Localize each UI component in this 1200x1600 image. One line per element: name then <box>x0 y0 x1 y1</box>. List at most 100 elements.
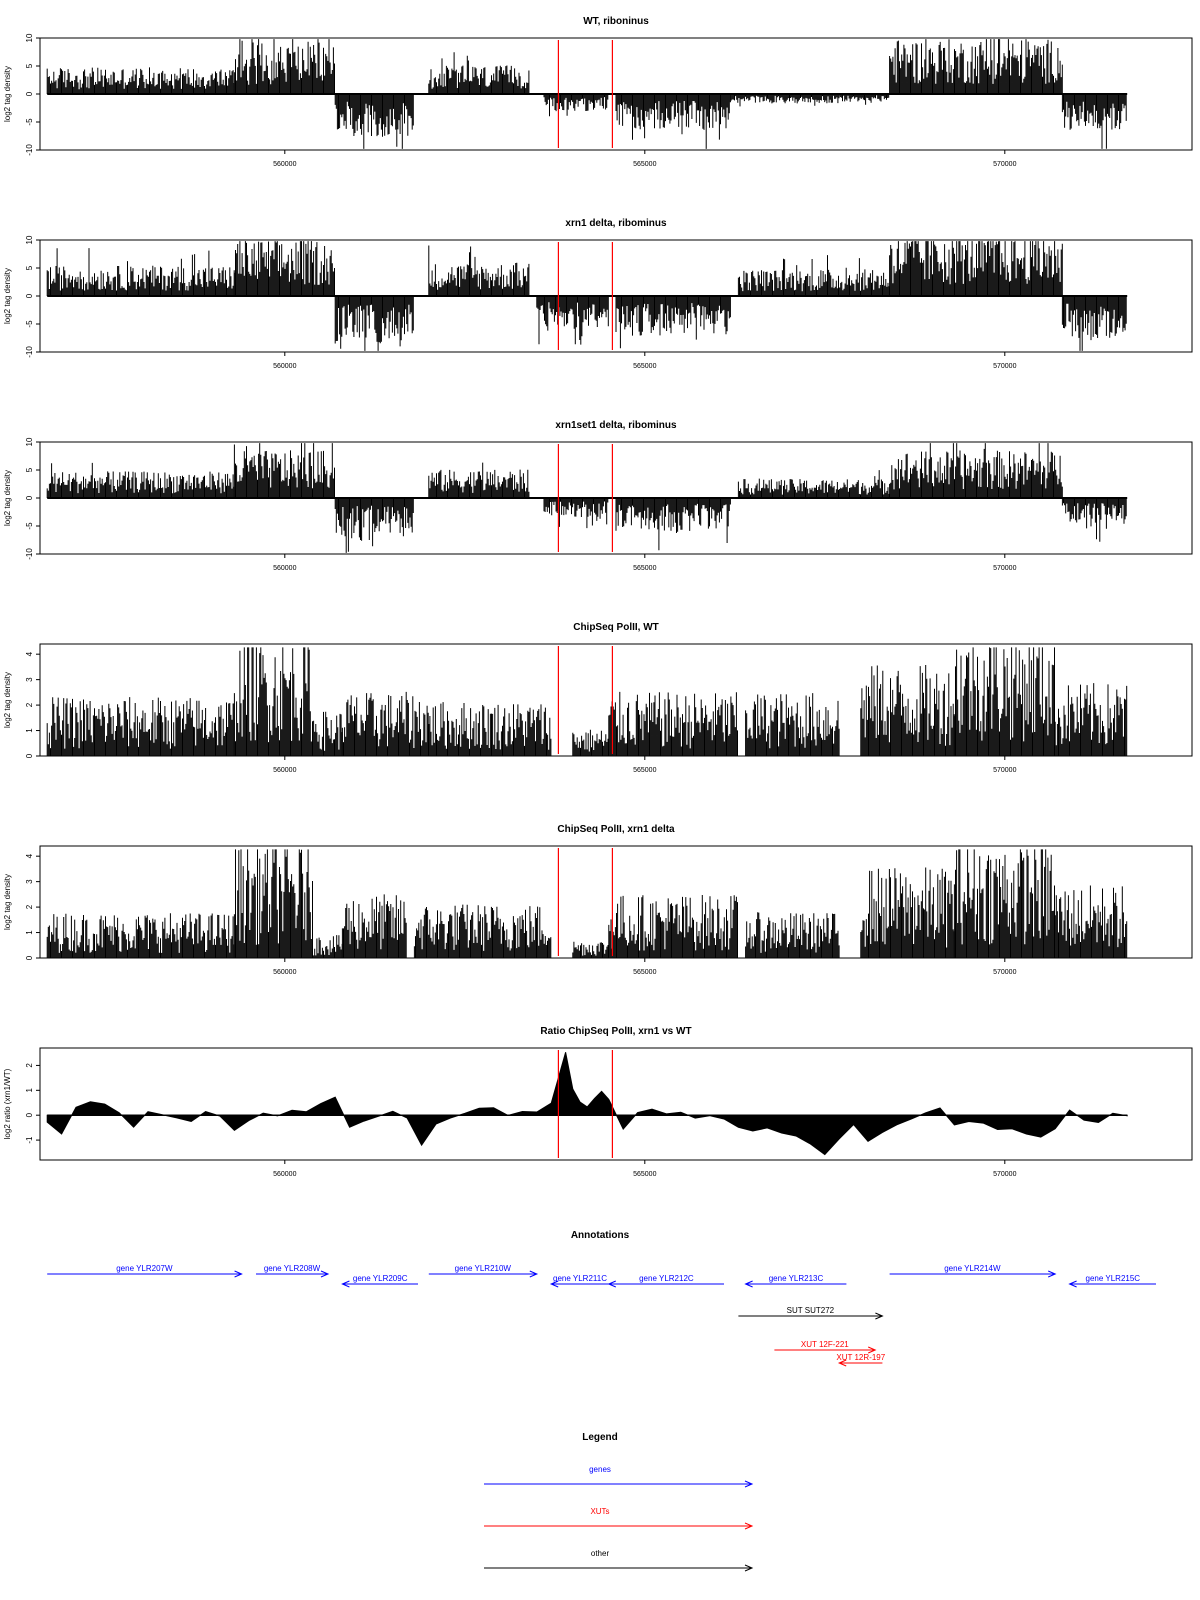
signal-segment-4 <box>428 245 530 296</box>
annotation-label: gene YLR210W <box>455 1264 512 1273</box>
signal-segment-8 <box>889 241 1063 296</box>
legend-arrow-head <box>744 1522 754 1530</box>
annotation-label: SUT SUT272 <box>787 1306 835 1315</box>
signal-segment-7 <box>608 691 738 756</box>
signal-segment-3 <box>313 935 343 958</box>
x-tick-label: 565000 <box>633 565 656 572</box>
data-series <box>46 443 1128 553</box>
annotation-label: gene YLR207W <box>116 1264 173 1273</box>
chart-title: xrn1 delta, ribominus <box>565 218 667 229</box>
x-tick-label: 560000 <box>273 1171 296 1178</box>
chart-title: xrn1set1 delta, ribominus <box>555 420 677 431</box>
signal-segment-1 <box>46 462 235 498</box>
signal-segment-2 <box>233 647 313 756</box>
y-axis-label: log2 tag density <box>3 66 12 122</box>
plot-frame <box>39 1047 1193 1161</box>
y-tick-label: 3 <box>25 677 34 682</box>
annotations-panel: Annotations gene YLR207W gene YLR208W gene … <box>47 1230 1156 1367</box>
annotation-gene-ylr209c: gene YLR209C <box>341 1274 418 1288</box>
y-axis-label: log2 tag density <box>3 874 12 930</box>
annotation-gene-ylr213c: gene YLR213C <box>744 1274 847 1288</box>
y-tick-label: 5 <box>25 467 34 472</box>
legend-item-genes: genes <box>484 1465 754 1488</box>
y-tick-label: 0 <box>25 753 34 758</box>
signal-segment-8 <box>889 443 1063 498</box>
signal-segment-2 <box>233 443 335 498</box>
annotation-xut-12r-197: XUT 12R-197 <box>836 1353 886 1367</box>
y-tick-label: -10 <box>25 346 34 358</box>
y-tick-label: 4 <box>25 853 34 858</box>
signal-segment-5 <box>428 702 552 756</box>
signal-segment-6 <box>615 94 731 149</box>
y-tick-label: 10 <box>25 437 34 446</box>
y-tick-label: -10 <box>25 144 34 156</box>
signal-segment-4 <box>428 462 530 498</box>
legend-label: genes <box>589 1465 611 1474</box>
signal-segment-4 <box>341 691 429 756</box>
signal-segment-1 <box>46 248 235 296</box>
x-tick-label: 565000 <box>633 767 656 774</box>
signal-segment-4 <box>341 894 407 958</box>
signal-segment-8 <box>745 912 840 958</box>
y-tick-label: 5 <box>25 63 34 68</box>
arrow-head <box>875 1312 884 1320</box>
signal-segment-7 <box>737 470 890 498</box>
x-tick-label: 570000 <box>993 363 1016 370</box>
arrow-head <box>320 1270 330 1278</box>
signal-segment-9 <box>860 665 955 756</box>
signal-segment-11 <box>1054 885 1128 958</box>
chart-title: ChipSeq PolII, xrn1 delta <box>557 824 675 835</box>
signal-segment-10 <box>1061 94 1127 149</box>
signal-segment-2 <box>233 39 335 94</box>
arrow-head <box>607 1280 616 1288</box>
data-series <box>46 647 1128 756</box>
annotation-gene-ylr208w: gene YLR208W <box>256 1264 330 1278</box>
arrow-head <box>744 1280 753 1288</box>
data-series <box>46 849 1128 958</box>
y-tick-label: 0 <box>25 495 34 500</box>
signal-segment-11 <box>1054 683 1128 756</box>
signal-segment-3 <box>334 296 414 351</box>
signal-segment-2 <box>233 849 313 958</box>
chart-panel-6: Ratio ChipSeq PolII, xrn1 vs WT log2 rati… <box>3 1026 1193 1178</box>
annotation-label: gene YLR208W <box>264 1264 321 1273</box>
arrow-head <box>837 1359 847 1367</box>
legend-title: Legend <box>582 1432 618 1443</box>
x-tick-label: 570000 <box>993 969 1016 976</box>
signal-segment-5 <box>413 904 552 958</box>
annotation-gene-ylr214w: gene YLR214W <box>889 1264 1057 1278</box>
signal-segment-7 <box>730 94 840 107</box>
y-tick-label: 3 <box>25 879 34 884</box>
legend-item-other: other <box>484 1549 754 1572</box>
signal-segment-10 <box>953 849 1055 958</box>
arrow-head <box>868 1346 877 1354</box>
signal-segment-9 <box>889 39 1063 94</box>
arrow-head <box>1048 1270 1057 1278</box>
legend-label: other <box>591 1549 610 1558</box>
annotation-gene-ylr210w: gene YLR210W <box>428 1264 539 1278</box>
signal-segment-6 <box>572 729 609 756</box>
y-axis-label: log2 tag density <box>3 470 12 526</box>
legend-label: XUTs <box>590 1507 609 1516</box>
arrow-head <box>234 1270 243 1278</box>
y-tick-label: 0 <box>25 1112 34 1117</box>
x-tick-label: 560000 <box>273 161 296 168</box>
annotation-label: XUT 12F-221 <box>801 1340 849 1349</box>
signal-segment-9 <box>1061 498 1127 542</box>
chart-title: WT, riboninus <box>583 16 649 27</box>
x-tick-label: 565000 <box>633 161 656 168</box>
y-tick-label: 0 <box>25 91 34 96</box>
annotation-label: XUT 12R-197 <box>836 1353 885 1362</box>
chart-panel-5: ChipSeq PolII, xrn1 delta log2 tag densit… <box>3 824 1193 976</box>
arrow-head <box>1068 1280 1077 1288</box>
arrow-head <box>341 1280 350 1288</box>
chart-title: Ratio ChipSeq PolII, xrn1 vs WT <box>540 1026 691 1037</box>
y-axis-label: log2 ratio (xrn1/WT) <box>3 1068 12 1139</box>
annotations-title: Annotations <box>571 1230 630 1241</box>
signal-segment-1 <box>46 67 235 94</box>
ratio-area <box>46 1052 1128 1156</box>
signal-segment-1 <box>46 697 235 756</box>
y-tick-label: 0 <box>25 293 34 298</box>
annotation-label: gene YLR212C <box>639 1274 694 1283</box>
y-tick-label: 2 <box>25 904 34 909</box>
